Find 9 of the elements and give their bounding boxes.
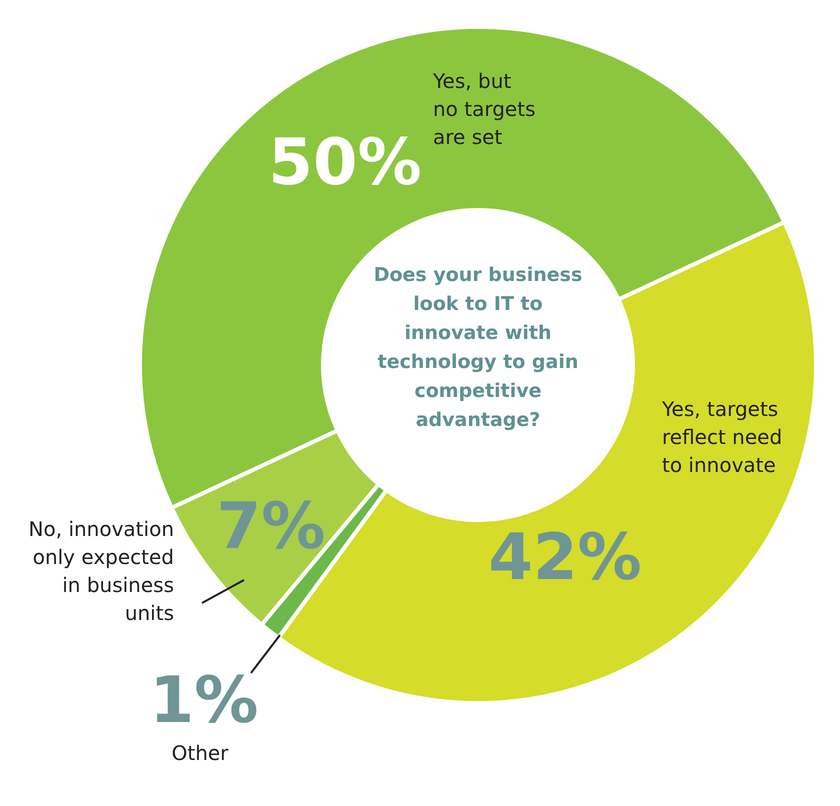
slice-label: No, innovation only expected in business units bbox=[28, 517, 174, 625]
data-label: 50% bbox=[268, 126, 422, 200]
data-label: 1% bbox=[150, 664, 258, 738]
text: Does your business look to IT to innovate with technology to gain competitive advantage? bbox=[374, 264, 582, 431]
slice-label: Other bbox=[172, 741, 230, 765]
data-label: 42% bbox=[488, 521, 642, 595]
slice-label: Yes, but no targets are set bbox=[432, 69, 536, 149]
data-label: 7% bbox=[216, 490, 326, 564]
slice-label: Yes, targets reflect need to innovate bbox=[661, 397, 782, 477]
